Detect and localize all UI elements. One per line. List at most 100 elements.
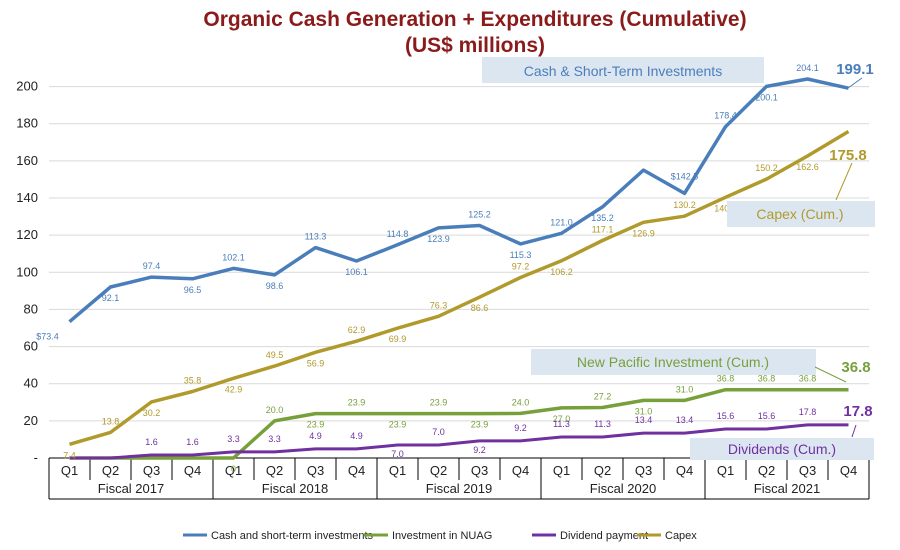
legend-label: Capex — [665, 530, 697, 542]
legend-label: Investment in NUAG — [392, 530, 492, 542]
data-label: 113.3 — [305, 232, 327, 242]
y-tick-label: 120 — [16, 227, 38, 242]
data-label: 11.3 — [553, 419, 570, 429]
data-label: 0 — [231, 464, 236, 474]
x-tick-label: Q3 — [307, 463, 324, 478]
series-line-1 — [69, 387, 849, 460]
annotation-box — [482, 57, 764, 83]
data-label: 96.5 — [184, 285, 202, 295]
data-label: 15.6 — [758, 411, 776, 421]
annotation-arrow — [851, 424, 857, 438]
annotation-arrow — [835, 162, 853, 201]
chart-title: Organic Cash Generation + Expenditures (… — [203, 8, 746, 31]
data-label: 36.8 — [717, 374, 735, 384]
y-tick-label: 40 — [24, 376, 38, 391]
data-label: 150.2 — [755, 163, 778, 173]
data-label: 3.3 — [227, 434, 240, 444]
data-label: 126.9 — [632, 228, 655, 238]
x-axis: Q1 Q2 Q3 Q4 Q1 Q2 Q3 Q4 Q1 Q2 Q3 Q4 Q1 Q2 Q3 Q4 Q1 Q2 Q3 Q4… — [48, 457, 870, 500]
final-value-label: 175.8 — [829, 147, 867, 164]
data-label: 23.9 — [348, 398, 366, 408]
x-tick-label: Q1 — [553, 463, 570, 478]
data-label: 23.9 — [430, 398, 448, 408]
data-label: 130.2 — [673, 200, 696, 210]
x-tick-label: Q1 — [61, 463, 78, 478]
data-label: 36.8 — [799, 374, 817, 384]
data-label: 178.4 — [714, 111, 737, 121]
data-label: 92.1 — [102, 293, 120, 303]
data-label: 76.3 — [430, 300, 448, 310]
annotation-box — [727, 201, 875, 227]
data-label: 1.6 — [186, 437, 199, 447]
data-label: 121.0 — [550, 217, 573, 227]
fiscal-year-label: Fiscal 2020 — [590, 481, 656, 496]
data-label: 1.6 — [145, 437, 158, 447]
data-label: 7.4 — [63, 450, 76, 460]
data-label: 204.1 — [796, 63, 819, 73]
data-label: 31.0 — [676, 384, 694, 394]
data-label: 3.3 — [268, 434, 281, 444]
annotation-label: Cash & Short-Term Investments — [524, 63, 722, 79]
data-label: 69.9 — [389, 334, 407, 344]
annotation-label: Dividends (Cum.) — [728, 441, 836, 457]
x-tick-label: Q2 — [430, 463, 447, 478]
data-label: 9.2 — [473, 445, 486, 455]
annotation-box — [690, 438, 874, 460]
data-label: 20.0 — [266, 405, 284, 415]
data-label: 97.2 — [512, 261, 530, 271]
data-label: 27.0 — [553, 414, 571, 424]
series-line-3 — [69, 129, 850, 446]
y-tick-label: 200 — [16, 79, 38, 94]
data-label: 13.4 — [676, 415, 694, 425]
x-tick-label: Q1 — [389, 463, 406, 478]
data-label: 117.1 — [592, 225, 614, 235]
x-tick-label: Q2 — [102, 463, 119, 478]
data-label: 106.2 — [550, 267, 573, 277]
data-label: 23.9 — [389, 420, 407, 430]
series-line-0 — [68, 77, 849, 324]
data-label: 56.9 — [307, 358, 325, 368]
x-tick-label: Q3 — [143, 463, 160, 478]
data-label: 36.8 — [758, 374, 776, 384]
x-tick-label: Q4 — [348, 463, 365, 478]
data-label: 11.3 — [594, 419, 611, 429]
y-tick-label: 160 — [16, 153, 38, 168]
data-label: 123.9 — [427, 234, 450, 244]
data-label: 23.9 — [471, 420, 489, 430]
series-layer — [68, 77, 850, 460]
x-tick-label: Q4 — [512, 463, 529, 478]
data-label: 140.4 — [714, 203, 737, 213]
data-label: 102.1 — [222, 252, 245, 262]
annotation-box — [531, 349, 816, 375]
data-label: 49.5 — [266, 350, 284, 360]
annotation-arrow — [814, 366, 847, 383]
annotation-arrow — [847, 77, 863, 89]
fiscal-year-label: Fiscal 2018 — [262, 481, 328, 496]
data-label: 97.4 — [143, 261, 161, 271]
x-tick-label: Q1 — [717, 463, 734, 478]
fiscal-year-label: Fiscal 2019 — [426, 481, 492, 496]
data-label: 35.8 — [184, 376, 202, 386]
x-tick-label: Q2 — [594, 463, 611, 478]
final-value-label: 17.8 — [843, 403, 872, 420]
data-label: 7.0 — [391, 449, 404, 459]
data-label: 27.2 — [594, 391, 612, 401]
data-label: 13.8 — [102, 416, 120, 426]
x-tick-label: Q4 — [184, 463, 201, 478]
data-label: 23.9 — [307, 420, 325, 430]
legend-label: Dividend payment — [560, 530, 648, 542]
data-label: 135.2 — [591, 213, 614, 223]
y-tick-label: 20 — [24, 413, 38, 428]
annotation-label: New Pacific Investment (Cum.) — [577, 354, 769, 370]
data-label: 125.2 — [468, 209, 491, 219]
grid — [49, 86, 869, 422]
x-tick-label: Q2 — [758, 463, 775, 478]
fiscal-year-label: Fiscal 2017 — [98, 481, 164, 496]
data-label: 15.6 — [717, 411, 735, 421]
data-label: 30.2 — [143, 408, 161, 418]
data-label: 7.0 — [432, 427, 445, 437]
y-tick-label: - — [34, 450, 38, 465]
y-tick-label: 80 — [24, 301, 38, 316]
x-tick-label: Q3 — [799, 463, 816, 478]
